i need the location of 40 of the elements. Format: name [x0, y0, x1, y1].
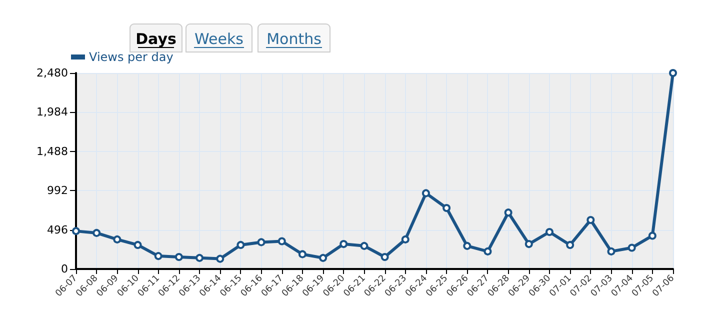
point: [174, 252, 183, 261]
y-tick-label: 992: [47, 184, 68, 198]
y-tick-label: 0: [61, 262, 68, 276]
point: [524, 240, 533, 248]
point: [586, 216, 595, 224]
point: [607, 247, 616, 256]
point: [113, 235, 122, 244]
text: Months: [266, 30, 322, 48]
point: [134, 240, 142, 249]
text: Weeks: [194, 30, 244, 48]
point: [196, 254, 204, 262]
point: [319, 254, 328, 262]
y-tick-label: 2,480: [36, 66, 68, 80]
point: [628, 244, 636, 252]
point: [422, 189, 430, 198]
point: [669, 69, 677, 77]
point: [236, 240, 245, 249]
y-tick-label: 1,984: [36, 106, 68, 119]
y-tick-label: 1,488: [36, 144, 68, 158]
point: [360, 242, 368, 250]
point: [566, 240, 574, 249]
point: [72, 227, 80, 236]
point: [298, 250, 306, 258]
point: [278, 237, 286, 246]
point: [92, 228, 101, 237]
point: [648, 232, 656, 240]
legend-label: Views per day: [89, 50, 174, 64]
point: [154, 252, 162, 260]
point: [340, 240, 348, 248]
point: [380, 252, 389, 261]
point: [463, 242, 472, 250]
point: [216, 254, 224, 263]
point: [484, 247, 492, 256]
point: [257, 238, 266, 246]
point: [545, 228, 554, 236]
y-tick-label: 496: [47, 223, 68, 236]
text: Days: [136, 30, 176, 48]
point: [401, 235, 410, 244]
point: [504, 208, 512, 217]
point: [442, 204, 451, 212]
